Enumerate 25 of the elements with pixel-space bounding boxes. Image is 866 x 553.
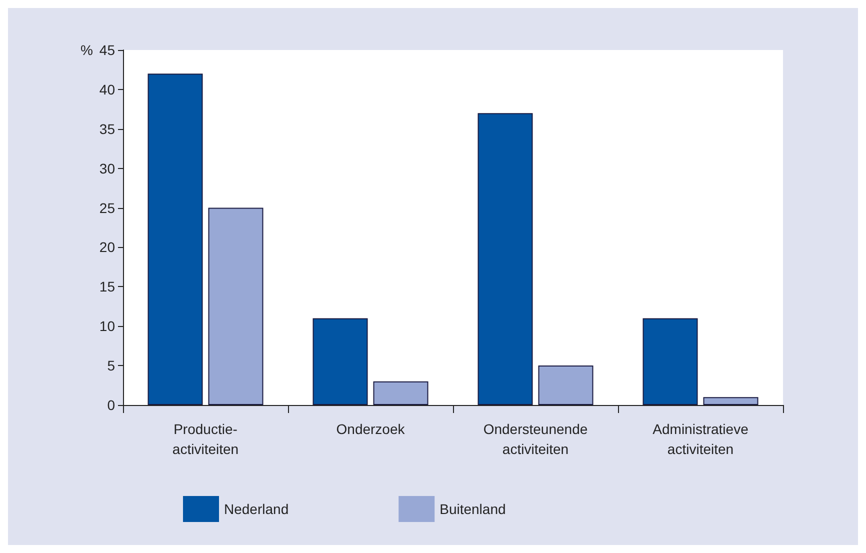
bar: [148, 74, 203, 405]
y-axis-title: %: [80, 42, 93, 58]
x-tick-label: Administratieve activiteiten: [652, 421, 749, 457]
bar: [642, 318, 698, 405]
x-tick-label: Onderzoek: [336, 421, 406, 437]
x-tick-label: Ondersteunende activiteiten: [483, 421, 588, 457]
bar: [538, 366, 594, 405]
bar: [373, 381, 428, 405]
y-tick-label: 10: [99, 318, 116, 334]
y-tick-label: 40: [99, 81, 116, 98]
y-tick-label: 45: [99, 42, 116, 58]
y-tick-label: 30: [99, 160, 116, 176]
bar: [312, 318, 368, 405]
y-tick-label: 25: [99, 200, 116, 216]
y-tick-label: 5: [107, 358, 116, 374]
y-tick-label: 20: [99, 239, 116, 256]
bar: [478, 113, 533, 405]
y-tick-label: 0: [107, 397, 116, 413]
y-tick-label: 35: [99, 120, 116, 137]
x-tick-label: Productie- activiteiten: [172, 421, 239, 457]
legend-label: Buitenland: [440, 501, 506, 517]
bar: [703, 397, 758, 405]
y-tick-label: 15: [99, 278, 116, 295]
legend-label: Nederland: [224, 501, 289, 517]
bar: [208, 208, 264, 405]
